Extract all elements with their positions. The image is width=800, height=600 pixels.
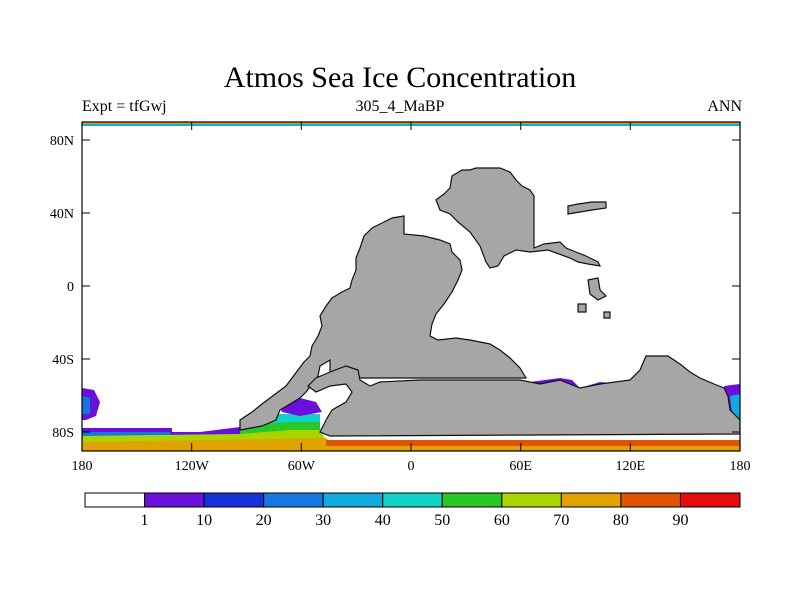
land-island-east-2 [577, 303, 587, 313]
colorbar-swatch [501, 492, 562, 508]
colorbar-label: 70 [553, 512, 569, 529]
x-tick-label: 60E [509, 459, 532, 474]
colorbar-label: 1 [141, 512, 149, 529]
colorbar-label: 90 [672, 512, 688, 529]
land-americas [239, 215, 528, 431]
y-tick-label: 80S [52, 426, 74, 441]
colorbar-swatch [560, 492, 622, 508]
x-tick-label: 120W [175, 459, 210, 474]
map-title: Atmos Sea Ice Concentration [223, 61, 577, 94]
season-label: ANN [707, 98, 742, 115]
y-tick-label: 80N [50, 134, 74, 149]
land-island-japan [567, 201, 607, 215]
map-area [82, 122, 740, 451]
colorbar [84, 492, 741, 508]
colorbar-swatch [441, 492, 503, 508]
ice-band-red-orange [326, 440, 740, 446]
colorbar-swatch [679, 492, 741, 508]
period-label: 305_4_MaBP [355, 98, 445, 115]
experiment-label: Expt = tfGwj [82, 98, 167, 115]
y-tick-label: 40S [52, 353, 74, 368]
land-eurasia [435, 167, 602, 269]
colorbar-label: 20 [256, 512, 272, 529]
x-tick-label: 120E [616, 459, 646, 474]
colorbar-swatch [203, 492, 265, 508]
x-tick-label: 180 [730, 459, 751, 474]
ice-band-blue-west [82, 432, 170, 436]
x-tick-label: 180 [72, 459, 93, 474]
land-island-east-3 [603, 311, 611, 319]
land-masses [239, 167, 740, 437]
colorbar-swatch [620, 492, 681, 508]
colorbar-label: 80 [613, 512, 629, 529]
colorbar-label: 10 [196, 512, 212, 529]
colorbar-swatch [263, 492, 324, 508]
colorbar-swatch [144, 492, 205, 508]
colorbar-swatch [322, 492, 384, 508]
x-tick-label: 0 [408, 459, 415, 474]
colorbar-swatch [84, 492, 146, 508]
colorbar-swatch [382, 492, 443, 508]
land-antarctica [307, 355, 740, 437]
colorbar-label: 50 [434, 512, 450, 529]
colorbar-label: 60 [494, 512, 510, 529]
y-tick-label: 0 [67, 280, 74, 295]
y-tick-label: 40N [50, 207, 74, 222]
y-axis-ticks [81, 122, 741, 451]
colorbar-label: 30 [315, 512, 331, 529]
land-island-east-1 [587, 277, 608, 301]
colorbar-labels: 1 10 20 30 40 50 60 70 80 90 [141, 512, 689, 529]
x-tick-label: 60W [288, 459, 316, 474]
colorbar-label: 40 [375, 512, 391, 529]
ice-band-blue-far-west [82, 396, 90, 414]
